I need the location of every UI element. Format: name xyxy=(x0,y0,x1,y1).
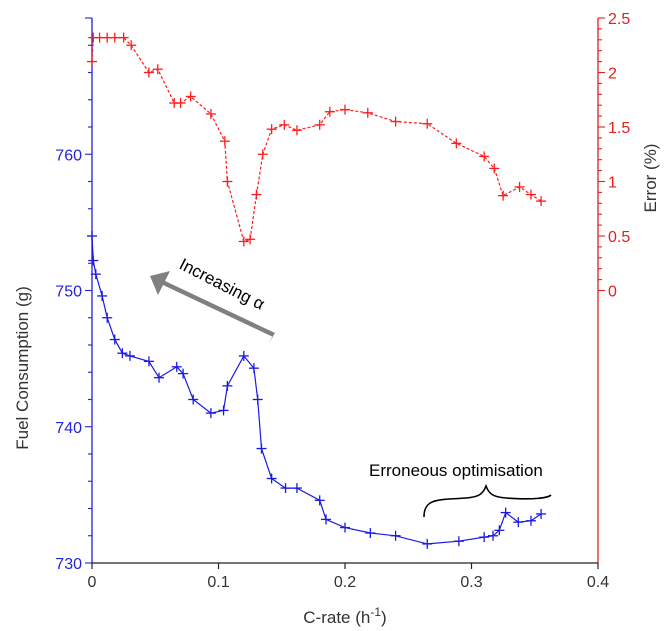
increasing-alpha-label: Increasing α xyxy=(176,255,268,314)
x-tick-label: 0.3 xyxy=(460,574,482,591)
data-point-left xyxy=(291,483,302,494)
data-point-left xyxy=(178,368,189,379)
data-point-left xyxy=(422,538,433,549)
data-point-left xyxy=(143,356,154,367)
data-point-left xyxy=(365,528,376,539)
series-layer xyxy=(87,32,547,549)
data-point-right xyxy=(514,181,525,192)
data-point-right xyxy=(362,107,373,118)
data-point-left xyxy=(124,350,135,361)
data-point-left xyxy=(205,408,216,419)
data-point-left xyxy=(266,473,277,484)
x-tick-label: 0 xyxy=(88,574,97,591)
data-point-right xyxy=(390,116,401,127)
data-point-left xyxy=(102,312,113,323)
data-point-left xyxy=(390,530,401,541)
y-right-tick-label: 1 xyxy=(608,175,617,192)
y-right-tick-label: 0 xyxy=(608,284,617,301)
data-point-right xyxy=(279,119,290,130)
x-axis-label-sup: -1 xyxy=(370,605,381,619)
data-point-right xyxy=(489,163,500,174)
x-axis-label-end: ) xyxy=(381,608,387,627)
x-axis-label: C-rate (h-1) xyxy=(303,605,386,627)
data-point-left xyxy=(321,514,332,525)
data-point-right xyxy=(185,91,196,102)
data-point-right xyxy=(109,32,120,43)
data-point-right xyxy=(126,40,137,51)
data-point-right xyxy=(251,189,262,200)
data-point-right xyxy=(87,56,97,67)
data-point-right xyxy=(143,67,154,78)
data-point-left xyxy=(90,269,101,280)
data-point-right xyxy=(222,176,233,187)
data-point-left xyxy=(488,530,499,541)
y-left-tick-label: 730 xyxy=(55,556,82,573)
data-point-left xyxy=(280,483,291,494)
ticks: 0 0.1 0.2 0.3 0.4 730 740 750 760 0 0.5 1 1.5 2 2.5 xyxy=(55,11,630,591)
data-point-left xyxy=(340,522,350,533)
y-right-tick-label: 2.5 xyxy=(608,11,630,28)
x-tick-label: 0.4 xyxy=(587,574,609,591)
data-point-left xyxy=(88,255,99,266)
data-point-left xyxy=(238,350,249,361)
data-point-left xyxy=(513,517,524,528)
x-tick-label: 0.2 xyxy=(334,574,356,591)
data-point-right xyxy=(152,64,163,75)
data-point-left xyxy=(248,363,259,374)
data-point-left xyxy=(494,525,505,536)
data-point-right xyxy=(175,98,186,109)
data-point-right xyxy=(266,124,277,135)
data-point-left xyxy=(109,334,120,345)
data-point-right xyxy=(118,32,129,43)
data-point-right xyxy=(525,189,536,200)
data-point-left xyxy=(479,532,490,543)
data-point-left xyxy=(525,515,536,526)
series-line-right xyxy=(91,36,542,243)
data-point-right xyxy=(219,136,230,147)
data-point-left xyxy=(536,508,547,519)
data-point-right xyxy=(257,149,268,160)
y-left-tick-label: 760 xyxy=(55,147,82,164)
erroneous-optimisation-label: Erroneous optimisation xyxy=(369,461,543,480)
data-point-left xyxy=(256,443,267,454)
increasing-arrow xyxy=(150,271,275,344)
data-point-left xyxy=(314,495,325,506)
data-point-left xyxy=(171,361,182,372)
data-point-left xyxy=(97,290,108,301)
y-axis-right-label: Error (%) xyxy=(641,144,660,213)
data-point-right xyxy=(422,118,433,129)
data-point-left xyxy=(218,405,229,416)
data-point-right xyxy=(238,236,249,247)
data-point-left xyxy=(252,394,263,405)
y-left-tick-label: 750 xyxy=(55,284,82,301)
data-point-right xyxy=(479,151,490,162)
data-point-right xyxy=(245,234,256,245)
data-point-left xyxy=(188,394,199,405)
y-right-tick-label: 2 xyxy=(608,66,617,83)
data-point-left xyxy=(117,348,128,359)
data-point-left xyxy=(500,507,511,518)
y-right-tick-label: 0.5 xyxy=(608,229,630,246)
data-point-right xyxy=(536,196,547,207)
data-point-right xyxy=(498,190,509,201)
data-point-left xyxy=(154,372,165,383)
x-tick-label: 0.1 xyxy=(207,574,229,591)
data-point-right xyxy=(451,138,462,149)
y-left-tick-label: 740 xyxy=(55,420,82,437)
y-axis-left-label: Fuel Consumption (g) xyxy=(13,286,32,449)
data-point-left xyxy=(87,231,97,241)
data-point-left xyxy=(222,380,233,391)
data-point-left xyxy=(453,536,464,547)
data-point-right xyxy=(340,104,350,115)
y-right-tick-label: 1.5 xyxy=(608,120,630,137)
x-axis-label-main: C-rate (h xyxy=(303,608,370,627)
brace-icon xyxy=(423,483,552,518)
data-point-right xyxy=(205,108,216,119)
data-point-right xyxy=(324,106,335,117)
data-point-right xyxy=(291,125,302,136)
data-point-right xyxy=(314,119,325,130)
